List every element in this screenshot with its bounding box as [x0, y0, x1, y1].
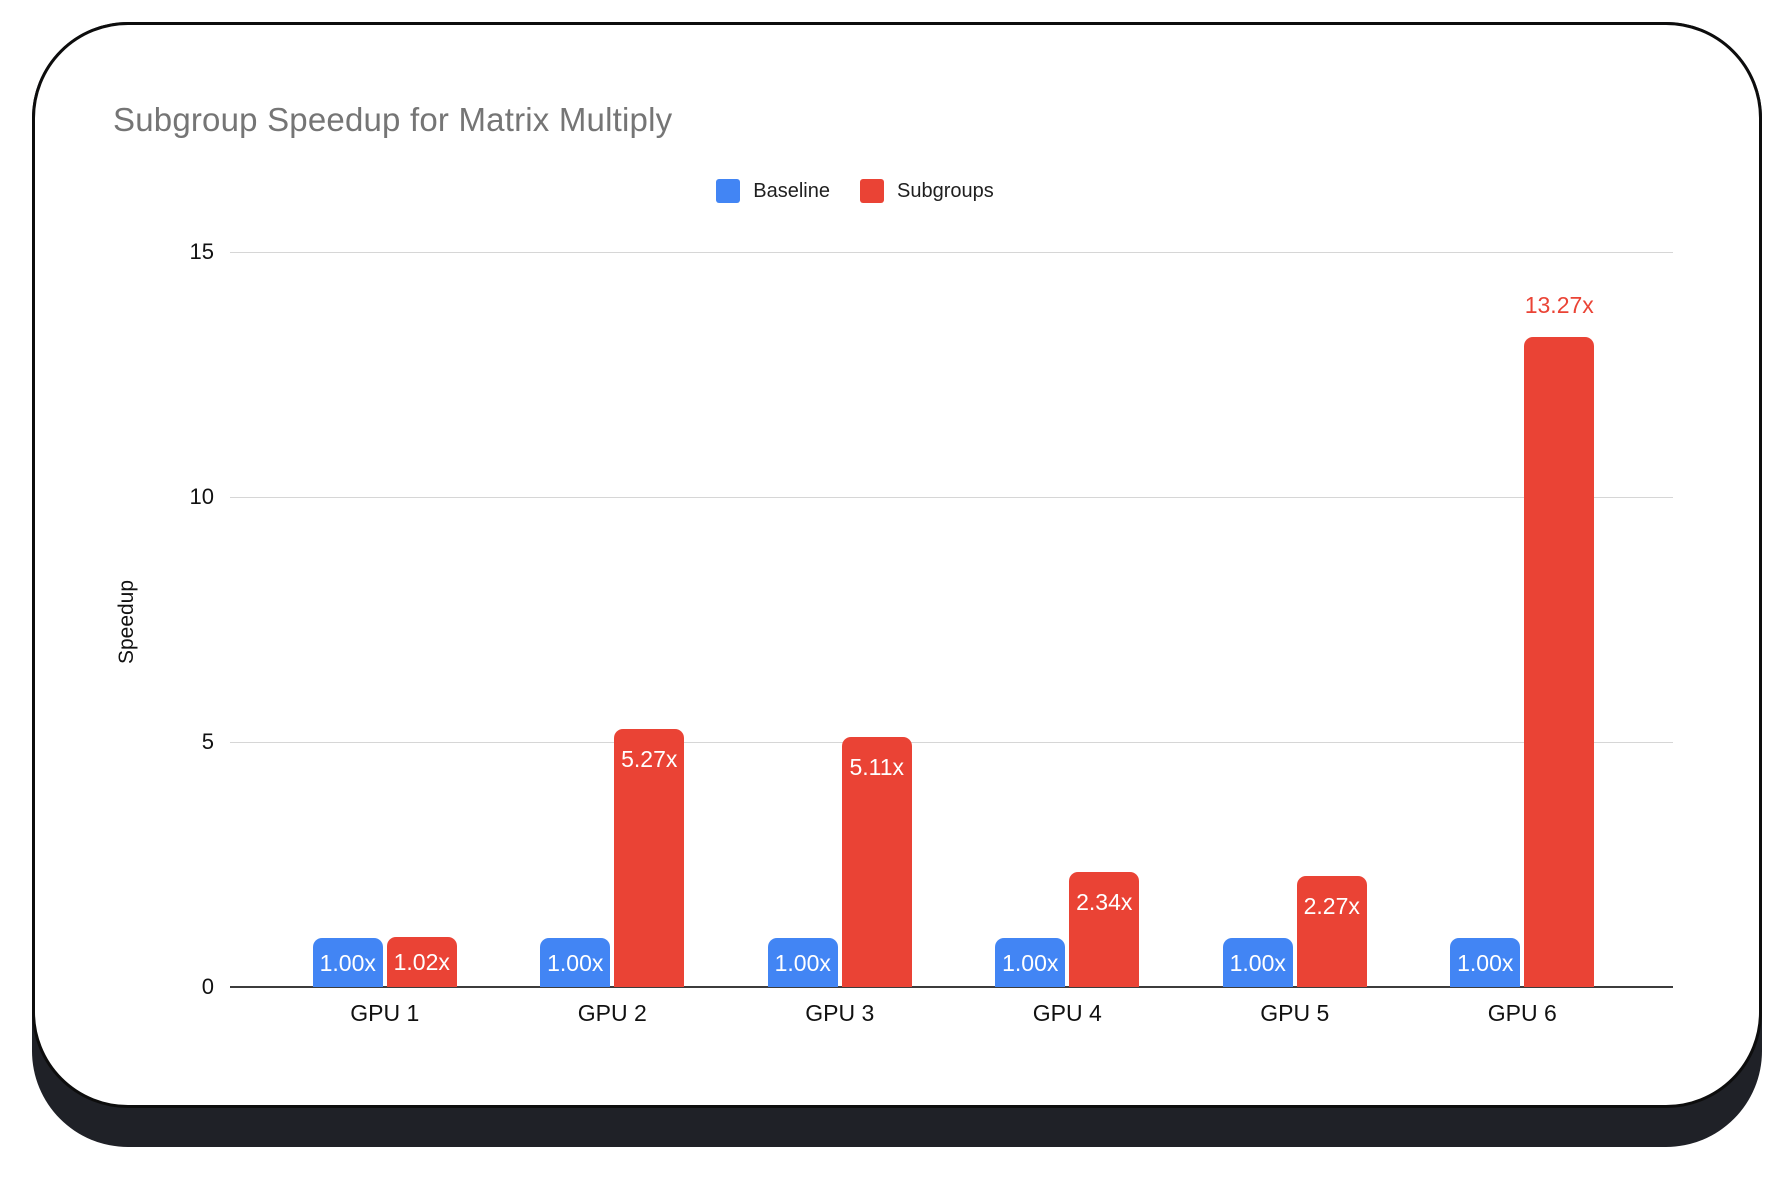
x-axis-line [230, 986, 1673, 988]
bar-value-label: 5.27x [621, 746, 678, 772]
bar-value-label: 1.00x [1229, 950, 1286, 976]
y-axis-title: Speedup [115, 579, 138, 665]
x-category-label-3: GPU 3 [805, 1000, 875, 1026]
bar-baseline-gpu-6: 1.00x [1450, 938, 1521, 987]
legend-item-baseline: Baseline [716, 179, 830, 203]
x-category-label-4: GPU 4 [1032, 1000, 1102, 1026]
bar-subgroups-gpu-3: 5.11x [841, 737, 912, 987]
bar-baseline-gpu-4: 1.00x [995, 938, 1066, 987]
bar-value-label: 1.00x [1457, 950, 1514, 976]
legend-label-baseline: Baseline [753, 179, 830, 202]
bar-value-label: 5.11x [849, 754, 905, 780]
y-tick-label-15: 15 [189, 239, 214, 264]
y-tick-label-0: 0 [201, 974, 214, 999]
bar-subgroups-gpu-5: 2.27x [1296, 876, 1367, 987]
bar-value-label: 1.00x [774, 950, 831, 976]
bar-baseline-gpu-2: 1.00x [540, 938, 611, 987]
gridline-15 [230, 252, 1673, 253]
bar-baseline-gpu-5: 1.00x [1222, 938, 1293, 987]
legend-item-subgroups: Subgroups [859, 179, 994, 203]
bar-value-label: 1.00x [319, 950, 376, 976]
bar-subgroups-gpu-1: 1.02x [386, 937, 457, 987]
bar-value-label: 1.02x [393, 949, 450, 975]
x-category-label-2: GPU 2 [577, 1000, 647, 1026]
chart-title: Subgroup Speedup for Matrix Multiply [113, 101, 673, 138]
bar-value-label: 1.00x [1002, 950, 1059, 976]
subgroups-swatch-icon [859, 179, 884, 203]
bar-baseline-gpu-1: 1.00x [312, 938, 383, 987]
bar-value-label: 13.27x [1524, 292, 1594, 318]
baseline-swatch-icon [716, 179, 741, 203]
x-category-label-1: GPU 1 [350, 1000, 420, 1026]
bar-value-label: 2.34x [1076, 889, 1133, 915]
bar-value-label: 1.00x [547, 950, 604, 976]
x-category-label-5: GPU 5 [1260, 1000, 1330, 1026]
bar-subgroups-gpu-2: 5.27x [614, 729, 685, 987]
y-tick-label-10: 10 [189, 484, 214, 509]
bar-subgroups-gpu-4: 2.34x [1069, 872, 1140, 987]
bar-subgroups-gpu-6 [1524, 337, 1595, 987]
legend: Baseline Subgroups [0, 179, 1710, 203]
y-tick-label-5: 5 [201, 729, 214, 754]
x-category-label-6: GPU 6 [1487, 1000, 1557, 1026]
gridline-10 [230, 497, 1673, 498]
bar-baseline-gpu-3: 1.00x [767, 938, 838, 987]
bar-value-label: 2.27x [1303, 893, 1360, 919]
legend-label-subgroups: Subgroups [896, 179, 994, 202]
gridline-5 [230, 742, 1673, 743]
